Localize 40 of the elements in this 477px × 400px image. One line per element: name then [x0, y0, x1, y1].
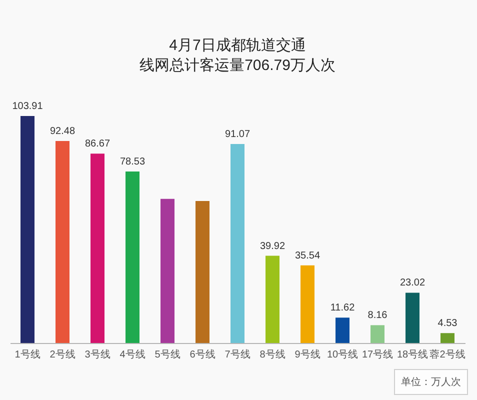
- data-label: 11.62: [330, 302, 356, 314]
- bar: [370, 325, 384, 343]
- bar: [196, 201, 210, 343]
- bar: [126, 171, 140, 343]
- bar: [20, 116, 34, 343]
- data-label: 35.54: [294, 250, 320, 262]
- x-tick-label: 4号线: [120, 348, 146, 360]
- x-tick-label: 蓉2号线: [430, 348, 466, 360]
- x-tick-label: 10号线: [326, 348, 358, 360]
- bar: [230, 144, 244, 343]
- x-tick-label: 5号线: [154, 348, 180, 360]
- x-tick-label: 17号线: [362, 348, 394, 360]
- bar: [440, 333, 454, 343]
- data-label: 39.92: [260, 240, 286, 252]
- data-label: 23.02: [400, 278, 426, 289]
- x-tick-label: 9号线: [294, 348, 320, 360]
- x-tick-label: 1号线: [14, 348, 40, 360]
- data-label: 103.91: [12, 101, 44, 112]
- x-tick-label: 7号线: [224, 348, 250, 360]
- data-label: 91.07: [224, 129, 250, 140]
- x-tick-label: 18号线: [396, 348, 428, 360]
- bar: [160, 198, 174, 343]
- bar: [406, 292, 420, 343]
- bar: [90, 154, 104, 343]
- data-label: 4.53: [438, 318, 458, 330]
- data-label: 78.53: [120, 156, 146, 168]
- chart-title: 4月7日成都轨道交通: [169, 37, 306, 54]
- x-tick-label: 3号线: [84, 348, 110, 360]
- x-tick-label: 8号线: [260, 348, 286, 360]
- data-label: 92.48: [50, 126, 76, 137]
- bar: [300, 265, 314, 343]
- chart-subtitle: 线网总计客运量706.79万人次: [140, 57, 336, 74]
- text: 单位：万人次: [394, 369, 468, 395]
- bar: [266, 256, 280, 343]
- x-tick-label: 2号线: [50, 348, 76, 360]
- bar: [336, 318, 350, 343]
- bar: [56, 140, 70, 343]
- x-tick-label: 6号线: [190, 348, 216, 360]
- data-label: 8.16: [368, 310, 388, 322]
- data-label: 86.67: [84, 138, 110, 150]
